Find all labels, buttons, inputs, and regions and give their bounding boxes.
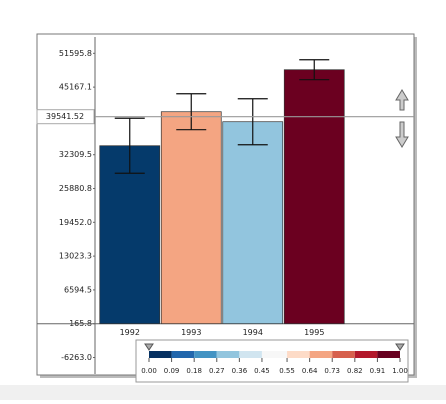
colorbar-tick-label: 0.45 — [254, 367, 270, 375]
colorbar-swatch — [216, 351, 240, 358]
x-tick-label: 1992 — [120, 328, 140, 337]
colorbar-tick-label: 0.73 — [324, 367, 340, 375]
colorbar-tick-label: 0.82 — [347, 367, 363, 375]
colorbar-box — [135, 339, 409, 383]
colorbar-swatch — [287, 351, 310, 358]
y-tick-label: 51595.8 — [59, 49, 92, 58]
bar — [283, 69, 345, 325]
colorbar-swatch — [149, 351, 172, 358]
x-tick-label: 1993 — [181, 328, 201, 337]
colorbar-tick-label: 0.18 — [186, 367, 202, 375]
colorbar-swatch — [377, 351, 400, 358]
colorbar-tick-label: 0.00 — [141, 367, 157, 375]
cursor-label-box — [36, 109, 95, 125]
colorbar-swatch — [261, 351, 288, 358]
colorbar-handle — [395, 343, 405, 351]
colorbar-swatch — [194, 351, 217, 358]
colorbar-swatch — [239, 351, 262, 358]
bar — [99, 145, 161, 325]
bar — [160, 111, 222, 325]
colorbar-tick-label: 0.27 — [209, 367, 225, 375]
colorbar-handle — [144, 343, 154, 351]
x-tick-label: 1995 — [304, 328, 324, 337]
y-tick-label: 6594.5 — [64, 285, 92, 294]
cursor-label: 39541.52 — [46, 112, 84, 121]
colorbar-swatch — [332, 351, 355, 358]
colorbar-tick-label: 1.00 — [392, 367, 408, 375]
colorbar-tick-label: 0.36 — [232, 367, 248, 375]
bar — [222, 121, 284, 325]
colorbar-tick-label: 0.09 — [164, 367, 180, 375]
scroll-up[interactable] — [395, 89, 409, 111]
background-strip — [0, 385, 446, 400]
x-tick-label: 1994 — [243, 328, 263, 337]
y-tick-label: 25880.8 — [59, 184, 92, 193]
y-tick-label: 32309.5 — [59, 150, 92, 159]
y-tick-label: 19452.0 — [59, 218, 92, 227]
colorbar-swatch — [171, 351, 195, 358]
scroll-down[interactable] — [395, 121, 409, 148]
colorbar-tick-label: 0.91 — [370, 367, 386, 375]
colorbar-tick-label: 0.55 — [279, 367, 295, 375]
y-tick-label: 45167.1 — [59, 83, 92, 92]
y-tick-label: -6263.0 — [61, 353, 92, 362]
y-tick-label: 13023.3 — [59, 252, 92, 261]
colorbar-swatch — [309, 351, 333, 358]
colorbar-swatch — [354, 351, 378, 358]
colorbar-tick-label: 0.64 — [302, 367, 318, 375]
